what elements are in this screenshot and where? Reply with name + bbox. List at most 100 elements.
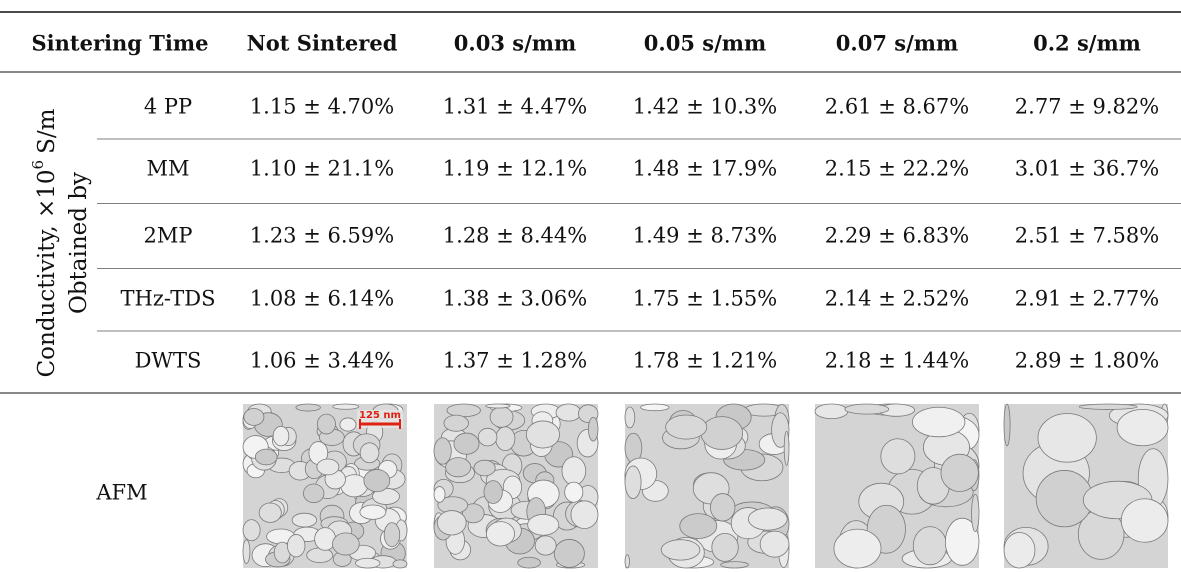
- grain: [815, 404, 848, 419]
- cell: 1.42 ± 10.3%: [633, 95, 777, 119]
- grain: [486, 404, 510, 408]
- column-header: 0.07 s/mm: [836, 31, 958, 56]
- grain: [1079, 404, 1137, 409]
- grain: [565, 482, 583, 502]
- row-group-label: Conductivity, ×106 S/m: [29, 108, 60, 377]
- table-page: Conductivity, ×106 S/m Obtained by AFM Si…: [0, 0, 1181, 572]
- column-header: 0.05 s/mm: [644, 31, 766, 56]
- column-header: 0.03 s/mm: [454, 31, 576, 56]
- grain: [287, 534, 305, 556]
- afm-label: AFM: [95, 481, 147, 505]
- cell: 2.61 ± 8.67%: [825, 95, 969, 119]
- grain: [393, 560, 407, 568]
- grain: [554, 539, 584, 567]
- cell: 2.91 ± 2.77%: [1015, 287, 1159, 311]
- grain: [454, 433, 479, 454]
- grain: [1004, 404, 1010, 446]
- grain: [355, 558, 380, 568]
- grain: [528, 514, 559, 535]
- grain: [444, 415, 469, 431]
- grain: [518, 557, 541, 568]
- grain: [748, 508, 787, 530]
- grain: [474, 460, 495, 476]
- grain: [912, 407, 964, 437]
- cell: 1.31 ± 4.47%: [443, 95, 587, 119]
- afm-image: [815, 404, 979, 568]
- cell: 1.78 ± 1.21%: [633, 349, 777, 373]
- grain: [296, 404, 321, 411]
- grain: [307, 548, 333, 563]
- grain: [447, 404, 481, 417]
- grain: [437, 511, 466, 535]
- column-header: 0.2 s/mm: [1033, 31, 1141, 56]
- cell: 1.08 ± 6.14%: [250, 287, 394, 311]
- grain: [834, 529, 881, 568]
- row-label: MM: [146, 157, 189, 181]
- grain: [434, 487, 445, 503]
- cell: 1.49 ± 8.73%: [633, 224, 777, 248]
- cell: 1.23 ± 6.59%: [250, 224, 394, 248]
- grain: [384, 523, 400, 547]
- cell: 1.28 ± 8.44%: [443, 224, 587, 248]
- row-label: DWTS: [135, 349, 202, 373]
- cell: 3.01 ± 36.7%: [1015, 157, 1159, 181]
- grain: [434, 438, 451, 465]
- grain: [364, 469, 390, 491]
- cell: 2.15 ± 22.2%: [825, 157, 969, 181]
- grain: [712, 533, 739, 561]
- grain: [881, 439, 915, 474]
- row-label: 4 PP: [144, 95, 192, 119]
- grain: [496, 427, 515, 451]
- grain: [1117, 409, 1168, 445]
- grain: [243, 540, 250, 564]
- grain: [710, 494, 735, 522]
- grain: [556, 404, 581, 421]
- row-label: THz-TDS: [121, 287, 216, 311]
- grain: [562, 457, 586, 485]
- cell: 2.18 ± 1.44%: [825, 349, 969, 373]
- grain: [486, 522, 514, 546]
- afm-image: [625, 404, 789, 568]
- grain: [244, 408, 264, 425]
- grain: [641, 404, 669, 411]
- row-label: 2MP: [144, 224, 193, 248]
- grain: [317, 459, 339, 475]
- cell: 1.38 ± 3.06%: [443, 287, 587, 311]
- grain: [680, 514, 717, 539]
- grain: [340, 418, 356, 431]
- row-group-sublabel: Obtained by: [66, 172, 92, 314]
- grain: [478, 428, 497, 446]
- grain: [666, 415, 707, 439]
- grain: [243, 520, 260, 541]
- grain: [255, 449, 277, 465]
- cell: 2.89 ± 1.80%: [1015, 349, 1159, 373]
- grain: [972, 494, 979, 531]
- scale-bar-label: 125 nm: [359, 410, 401, 421]
- grain: [1038, 413, 1096, 462]
- afm-image: [1004, 404, 1168, 568]
- label-unit: S/m: [34, 108, 60, 154]
- grain: [292, 513, 317, 527]
- grain: [1004, 532, 1035, 568]
- label-exponent: 6: [29, 160, 47, 170]
- label-text: Conductivity, ×10: [34, 169, 60, 377]
- grain: [760, 531, 789, 557]
- grain: [332, 533, 359, 555]
- cell: 1.10 ± 21.1%: [250, 157, 394, 181]
- cell: 1.37 ± 1.28%: [443, 349, 587, 373]
- cell: 2.77 ± 9.82%: [1015, 95, 1159, 119]
- column-header: Sintering Time: [32, 31, 209, 56]
- grain: [701, 417, 743, 450]
- column-header: Not Sintered: [247, 31, 398, 56]
- cell: 2.14 ± 2.52%: [825, 287, 969, 311]
- grain: [571, 501, 598, 529]
- grain: [913, 527, 946, 565]
- grain: [588, 417, 598, 441]
- afm-image: [434, 404, 598, 568]
- grain: [360, 443, 379, 463]
- grain: [1121, 499, 1168, 543]
- afm-image: [243, 404, 407, 568]
- cell: 1.19 ± 12.1%: [443, 157, 587, 181]
- grain: [490, 407, 513, 427]
- grain: [535, 536, 556, 555]
